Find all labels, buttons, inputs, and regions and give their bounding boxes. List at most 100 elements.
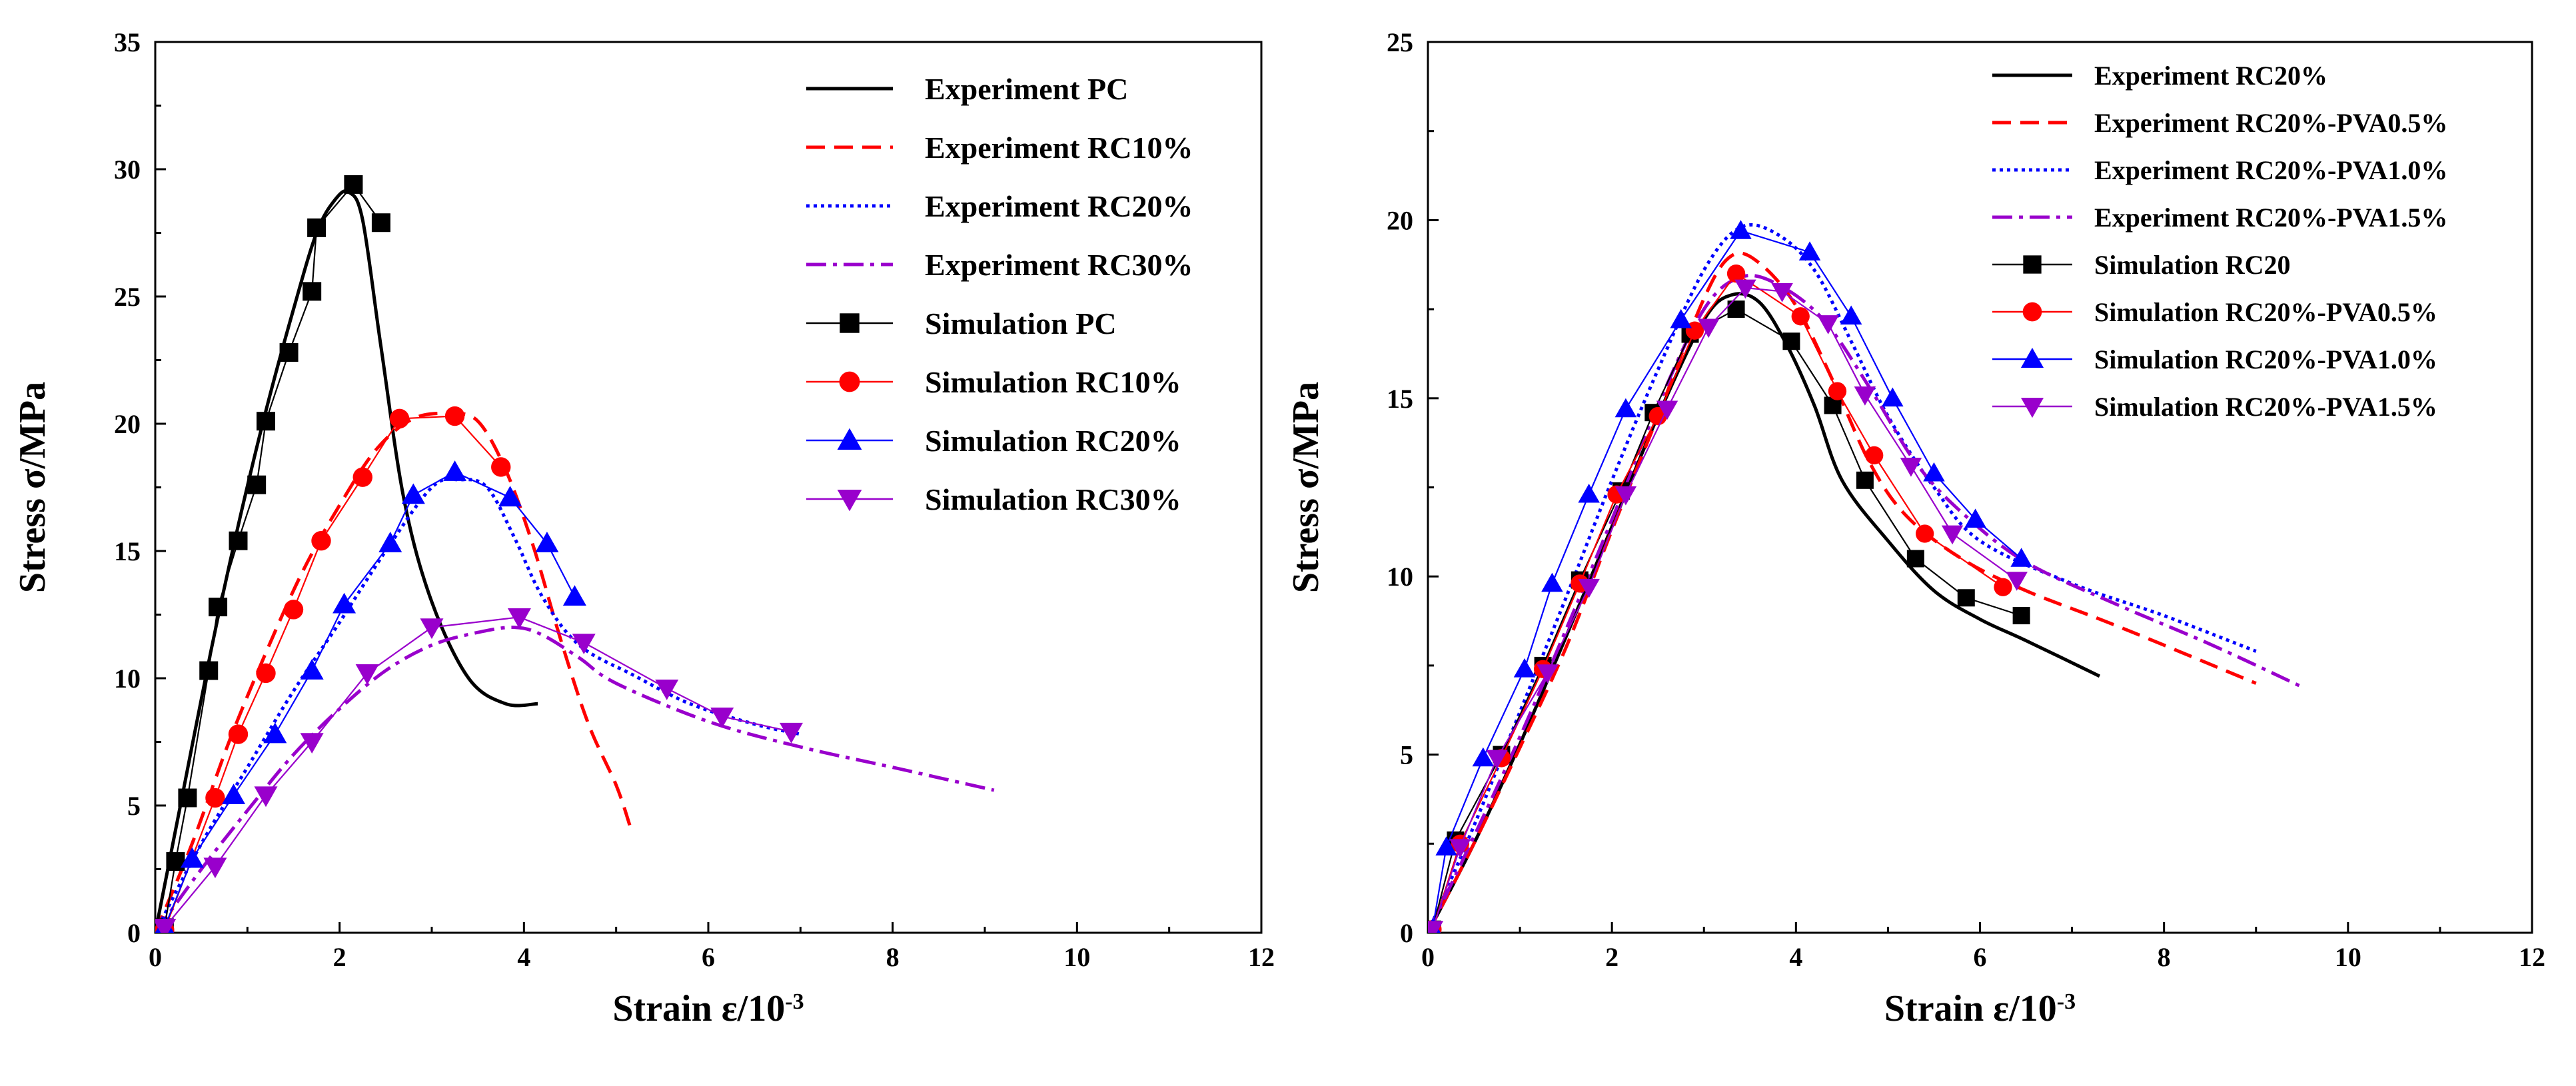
y-tick-label: 35 [114,27,141,57]
marker-triangle-up-3 [1513,658,1536,678]
marker-triangle-down-legend [2020,398,2044,418]
y-tick-label: 20 [1387,205,1413,235]
marker-triangle-up-11 [562,585,586,606]
x-tick-label: 0 [1421,942,1435,972]
marker-triangle-down-12 [1900,458,1922,477]
marker-triangle-down-11 [1854,386,1876,406]
marker-triangle-down-13 [1941,525,1964,545]
x-tick-label: 6 [1974,942,1987,972]
legend-label: Simulation RC20%-PVA0.5% [2094,297,2437,327]
x-tick-label: 10 [2335,942,2361,972]
x-tick-label: 6 [702,942,715,972]
x-axis-title: Strain ε/10-3 [1884,988,2076,1029]
marker-triangle-up-11 [1882,387,1904,407]
legend: Experiment RC20% Experiment RC20%-PVA0.5%… [1992,61,2447,422]
legend-label: Simulation PC [925,306,1117,340]
marker-square-7 [257,412,275,431]
legend-label: Experiment RC30% [925,248,1193,282]
marker-triangle-up-10 [1840,305,1862,325]
legend-item: Experiment RC10% [806,131,1193,165]
y-tick-label: 30 [114,155,141,185]
marker-circle-3 [256,663,276,684]
marker-triangle-down-10 [780,722,803,744]
marker-triangle-down-6 [507,608,531,629]
series-simulation-rc20 [1428,300,2030,933]
marker-circle-legend [2022,302,2042,322]
marker-circle-10 [1828,382,1847,400]
legend-label: Simulation RC10% [925,365,1181,399]
legend-item: Experiment RC20% [806,189,1193,223]
y-tick-label: 10 [1387,562,1413,592]
marker-circle-9 [491,457,511,477]
series-experiment-rc20- [155,477,801,933]
legend-item: Experiment PC [806,72,1128,106]
series-line [163,471,576,928]
y-tick-label: 0 [127,918,141,948]
legend-label: Experiment RC20%-PVA1.5% [2094,203,2447,233]
y-tick-label: 5 [127,791,141,821]
marker-square-12 [371,213,390,233]
marker-circle-2 [228,724,249,744]
marker-square-9 [1782,332,1800,350]
y-axis-title: Stress σ/MPa [12,382,53,593]
marker-triangle-down-2 [1486,750,1508,770]
y-axis-title: Stress σ/MPa [1285,382,1327,593]
marker-circle-11 [1865,446,1884,465]
marker-triangle-down-2 [254,786,278,808]
marker-triangle-up-9 [498,486,522,507]
plot-area [155,175,995,933]
series-line [1431,230,2022,929]
marker-triangle-up-4 [1541,572,1563,592]
y-tick-label: 25 [1387,27,1413,57]
chart-right: 0 2 4 6 8 10 12 0 5 10 15 20 25 Strain ε/10-3 Stress σ… [1285,27,2545,1029]
marker-circle-legend [839,371,860,392]
marker-square-legend [2023,255,2042,274]
marker-circle-13 [1994,578,2012,596]
legend-item: Simulation RC20 [1992,250,2291,280]
marker-triangle-up-1 [180,847,204,868]
y-tick-label: 5 [1400,740,1413,770]
legend-item: Simulation RC10% [806,365,1181,399]
series-line [163,183,382,928]
marker-triangle-down-10 [1817,315,1839,334]
marker-triangle-up-8 [443,460,467,481]
series-line [1431,286,2018,930]
legend-label: Experiment RC20% [2094,61,2327,91]
chart-left: 0 2 4 6 8 10 12 0 5 10 15 20 25 30 35 Strain ε/10-3 Stre… [12,27,1275,1029]
legend-label: Simulation RC30% [925,482,1181,516]
y-tick-label: 10 [114,664,141,694]
marker-triangle-down-0 [1428,921,1444,933]
marker-triangle-up-14 [2010,548,2032,567]
legend-item: Simulation RC20%-PVA1.5% [1992,392,2437,422]
x-tick-label: 2 [1605,942,1618,972]
marker-triangle-down-5 [1614,486,1637,506]
series-line [1428,274,2303,933]
marker-circle-8 [1726,264,1746,283]
series-line [1431,272,2004,930]
marker-square-3 [199,661,219,680]
marker-triangle-down-7 [572,634,596,655]
x-tick-label: 8 [886,942,900,972]
marker-circle-12 [1916,524,1934,543]
series-experiment-rc20- [1428,292,2101,933]
marker-triangle-up-7 [1670,308,1692,328]
legend-item: Simulation RC20%-PVA0.5% [1992,297,2437,327]
marker-circle-7 [389,408,410,429]
marker-circle-5 [311,531,331,551]
marker-circle-6 [352,467,372,487]
legend-label: Experiment RC10% [925,131,1193,165]
legend-label: Experiment RC20%-PVA1.0% [2094,155,2447,185]
marker-triangle-down-9 [710,708,734,728]
series-line [155,477,801,933]
marker-square-6 [247,475,267,494]
marker-square-2 [178,788,197,808]
marker-triangle-down-7 [1697,318,1720,338]
marker-circle-8 [444,406,465,426]
legend-item: Simulation RC20%-PVA1.0% [1992,344,2437,374]
legend-item: Experiment RC30% [806,248,1193,282]
marker-square-1 [166,852,185,871]
marker-triangle-down-9 [1771,283,1793,302]
y-tick-label: 25 [114,282,141,312]
series-simulation-pc [155,175,390,933]
